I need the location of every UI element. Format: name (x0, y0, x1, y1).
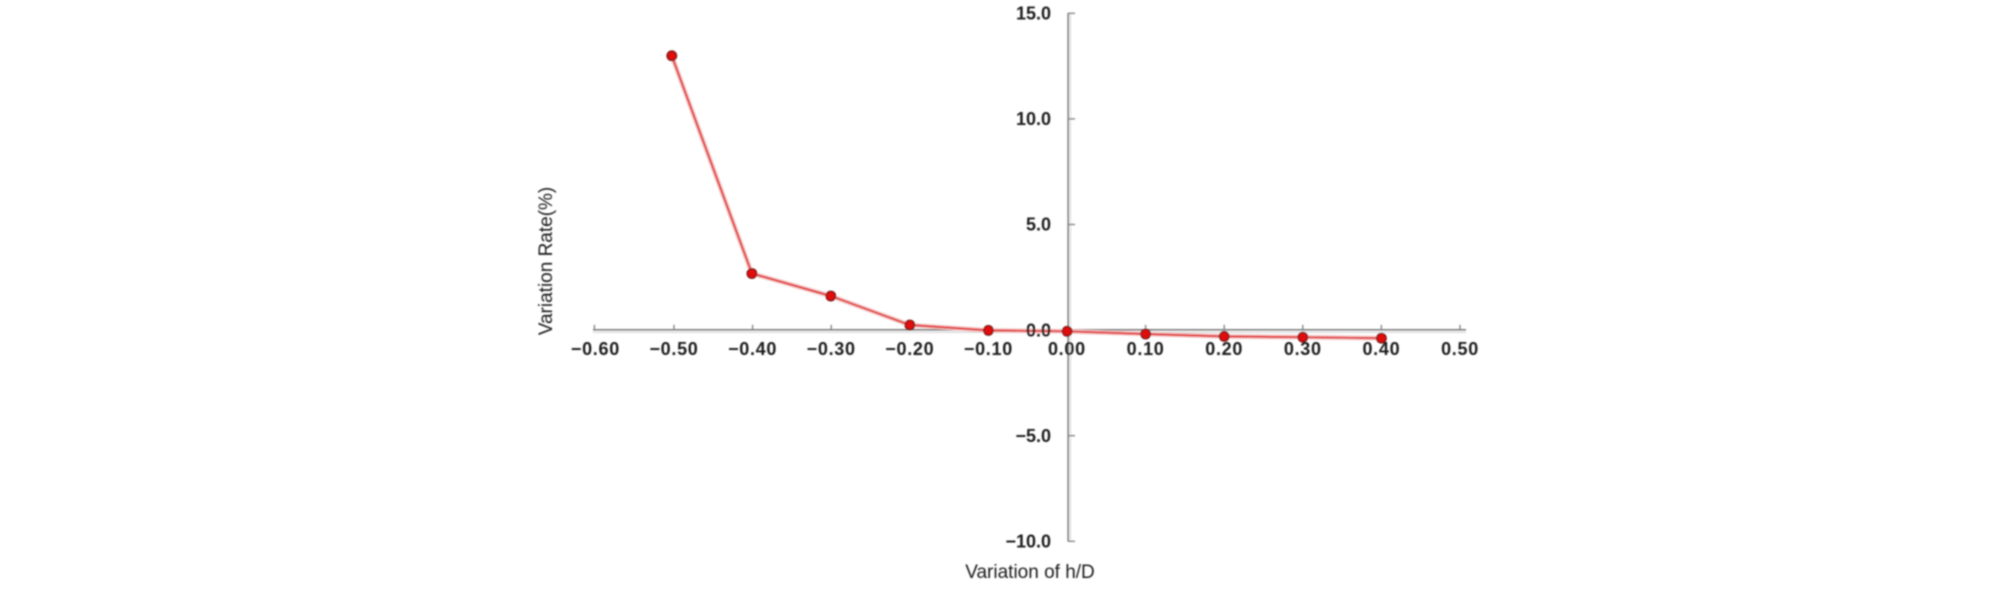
svg-text:−0.40: −0.40 (728, 339, 777, 359)
svg-text:−10.0: −10.0 (1005, 532, 1051, 552)
svg-text:10.0: 10.0 (1016, 109, 1051, 129)
svg-text:−0.50: −0.50 (649, 339, 698, 359)
svg-text:0.50: 0.50 (1441, 339, 1479, 359)
svg-text:−0.30: −0.30 (807, 339, 856, 359)
svg-text:−0.10: −0.10 (964, 339, 1013, 359)
svg-text:0.00: 0.00 (1048, 339, 1086, 359)
svg-text:15.0: 15.0 (1016, 4, 1051, 24)
svg-text:5.0: 5.0 (1026, 215, 1051, 235)
svg-text:0.30: 0.30 (1284, 339, 1322, 359)
svg-text:−0.60: −0.60 (571, 339, 620, 359)
svg-text:0.40: 0.40 (1362, 339, 1400, 359)
svg-text:−5.0: −5.0 (1015, 426, 1051, 446)
svg-text:0.20: 0.20 (1205, 339, 1243, 359)
svg-text:0.0: 0.0 (1026, 320, 1051, 340)
svg-text:Variation of h/D: Variation of h/D (965, 562, 1095, 583)
svg-text:−0.20: −0.20 (885, 339, 934, 359)
svg-text:0.10: 0.10 (1127, 339, 1165, 359)
svg-text:Variation Rate(%): Variation Rate(%) (536, 187, 557, 336)
